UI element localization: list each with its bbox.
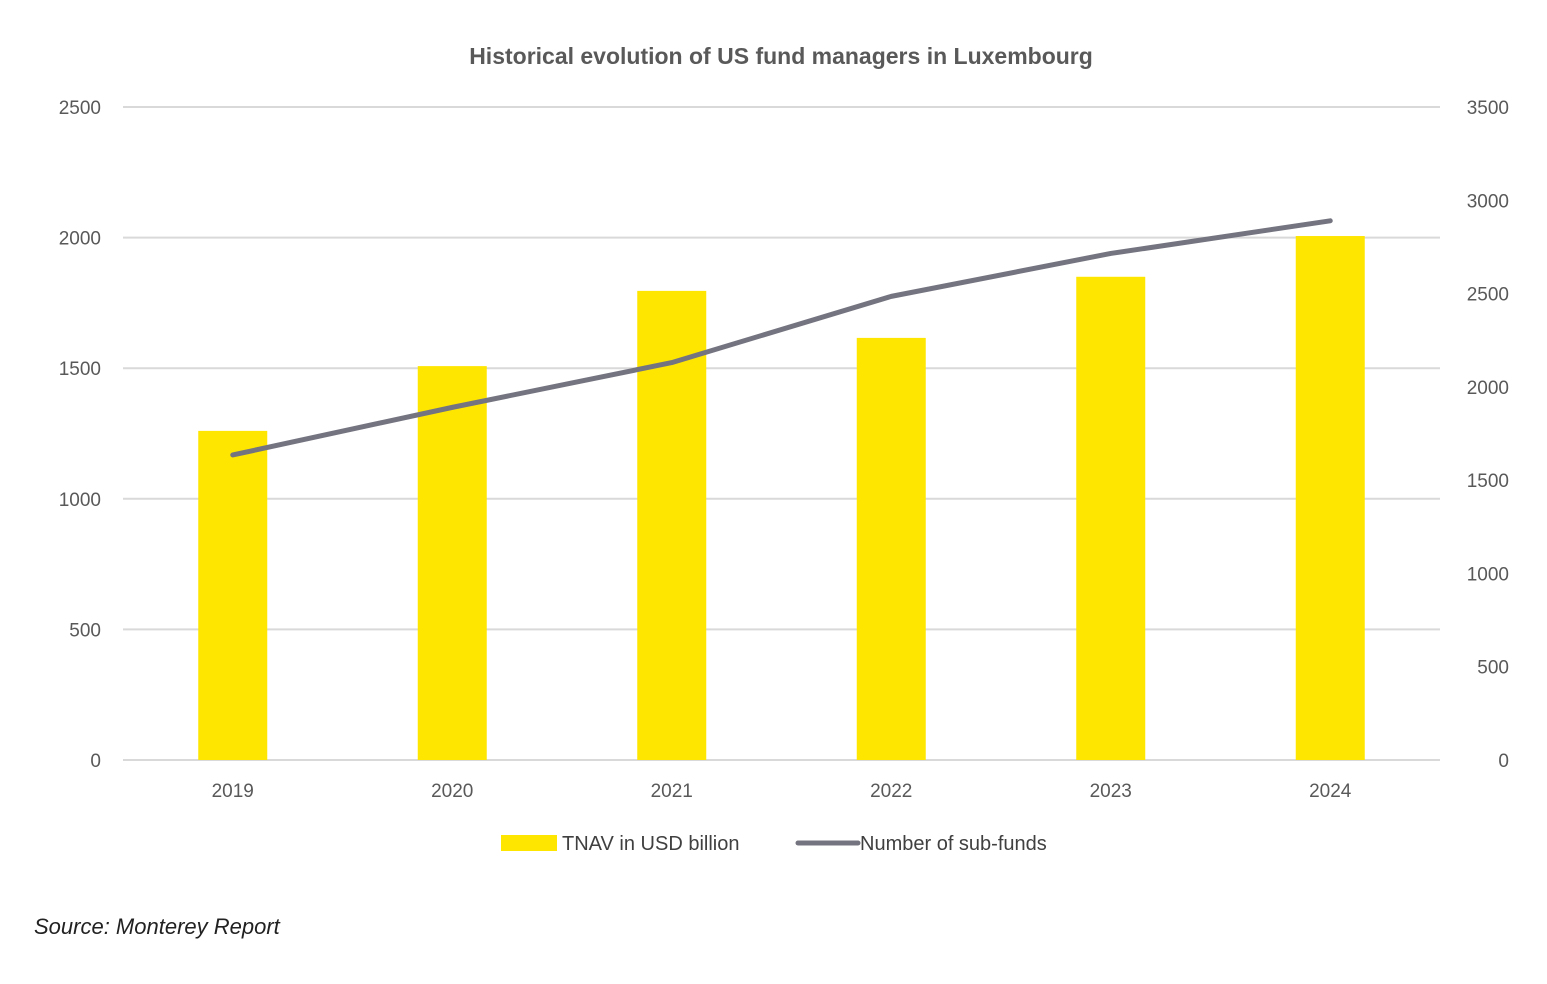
line-series	[230, 218, 1333, 458]
x-tick-label: 2023	[1090, 781, 1132, 802]
right-tick-label: 3000	[1467, 191, 1509, 212]
x-tick-label: 2021	[651, 781, 693, 802]
bar-2019	[198, 430, 268, 760]
right-axis-ticks: 0 500 1000 1500 2000 2500 3000 3500	[1467, 98, 1509, 772]
bar-2022	[856, 337, 926, 760]
x-axis-ticks: 2019 2020 2021 2022 2023 2024	[212, 781, 1352, 802]
legend-label-line: Number of sub-funds	[860, 833, 1047, 855]
right-tick-label: 500	[1477, 658, 1509, 679]
right-tick-label: 1500	[1467, 471, 1509, 492]
left-tick-label: 500	[69, 620, 101, 641]
x-tick-label: 2022	[870, 781, 912, 802]
bar-2020	[417, 366, 487, 760]
right-tick-label: 2000	[1467, 378, 1509, 399]
right-tick-label: 2500	[1467, 285, 1509, 306]
x-tick-label: 2024	[1309, 781, 1352, 802]
bar-2024	[1295, 236, 1365, 760]
bar-series	[198, 236, 1365, 760]
left-tick-label: 1500	[59, 359, 101, 380]
gridlines	[123, 106, 1440, 761]
left-tick-label: 0	[90, 751, 101, 772]
left-tick-label: 2500	[59, 98, 101, 119]
x-tick-label: 2019	[212, 781, 254, 802]
right-tick-label: 0	[1498, 751, 1509, 772]
left-tick-label: 1000	[59, 490, 101, 511]
sub-funds-line	[230, 218, 1333, 458]
x-tick-label: 2020	[431, 781, 473, 802]
chart-title: Historical evolution of US fund managers…	[469, 43, 1093, 69]
source-note: Source: Monterey Report	[34, 914, 280, 939]
legend-swatch-bar	[501, 835, 557, 851]
legend: TNAV in USD billion Number of sub-funds	[501, 833, 1047, 855]
left-axis-ticks: 0 500 1000 1500 2000 2500	[59, 98, 101, 772]
right-tick-label: 3500	[1467, 98, 1509, 119]
bar-2023	[1076, 276, 1146, 760]
left-tick-label: 2000	[59, 229, 101, 250]
legend-label-bar: TNAV in USD billion	[562, 833, 739, 855]
right-tick-label: 1000	[1467, 564, 1509, 585]
